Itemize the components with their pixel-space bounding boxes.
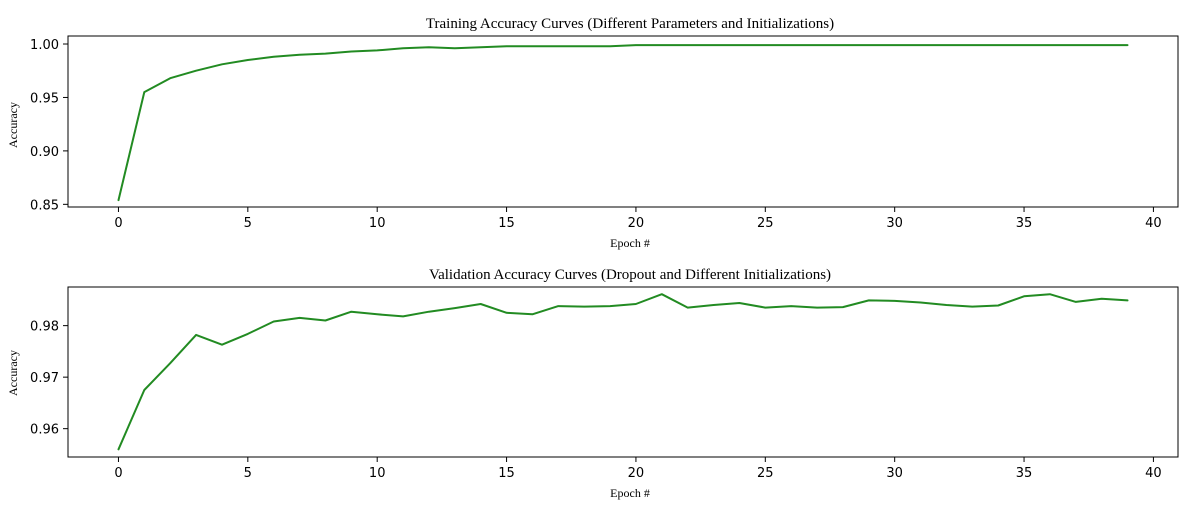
x-tick-label: 0 bbox=[114, 466, 122, 481]
y-tick-label: 0.96 bbox=[30, 423, 59, 438]
x-tick-label: 35 bbox=[1016, 216, 1033, 231]
x-tick-label: 20 bbox=[628, 466, 645, 481]
validation-accuracy-line bbox=[117, 293, 1129, 451]
y-tick-label: 0.97 bbox=[30, 371, 59, 386]
x-tick-label: 30 bbox=[886, 216, 903, 231]
x-tick-label: 15 bbox=[498, 216, 515, 231]
y-tick-label: 0.90 bbox=[30, 145, 59, 160]
x-tick-label: 15 bbox=[498, 466, 515, 481]
axis-ticks: 0 5 10 15 20 25 30 35 40 0.85 0.90 0.95 1.00 bbox=[30, 38, 1162, 231]
x-axis-label: Epoch # bbox=[610, 486, 650, 500]
plot-frame bbox=[67, 286, 1179, 458]
y-tick-label: 0.85 bbox=[30, 198, 59, 213]
x-tick-label: 25 bbox=[757, 466, 774, 481]
x-tick-label: 0 bbox=[114, 216, 122, 231]
training-accuracy-line bbox=[117, 44, 1129, 202]
y-axis-label: Accuracy bbox=[6, 350, 20, 396]
training-accuracy-chart: Training Accuracy Curves (Different Para… bbox=[6, 16, 1179, 250]
plot-frame bbox=[67, 35, 1179, 208]
y-tick-label: 0.98 bbox=[30, 320, 59, 335]
x-tick-label: 10 bbox=[369, 466, 386, 481]
x-tick-label: 10 bbox=[369, 216, 386, 231]
axis-ticks: 0 5 10 15 20 25 30 35 40 0.96 0.97 0.98 bbox=[30, 320, 1162, 481]
x-tick-label: 5 bbox=[244, 216, 252, 231]
x-tick-label: 5 bbox=[244, 466, 252, 481]
x-tick-label: 30 bbox=[886, 466, 903, 481]
x-tick-label: 40 bbox=[1145, 216, 1162, 231]
y-axis-label: Accuracy bbox=[6, 102, 20, 148]
x-tick-label: 40 bbox=[1145, 466, 1162, 481]
y-tick-label: 1.00 bbox=[30, 38, 59, 53]
x-tick-label: 20 bbox=[628, 216, 645, 231]
x-tick-label: 25 bbox=[757, 216, 774, 231]
y-tick-label: 0.95 bbox=[30, 91, 59, 106]
chart-title: Validation Accuracy Curves (Dropout and … bbox=[429, 267, 831, 283]
validation-accuracy-chart: Validation Accuracy Curves (Dropout and … bbox=[6, 267, 1179, 500]
x-tick-label: 35 bbox=[1016, 466, 1033, 481]
chart-title: Training Accuracy Curves (Different Para… bbox=[426, 16, 834, 32]
x-axis-label: Epoch # bbox=[610, 236, 650, 250]
